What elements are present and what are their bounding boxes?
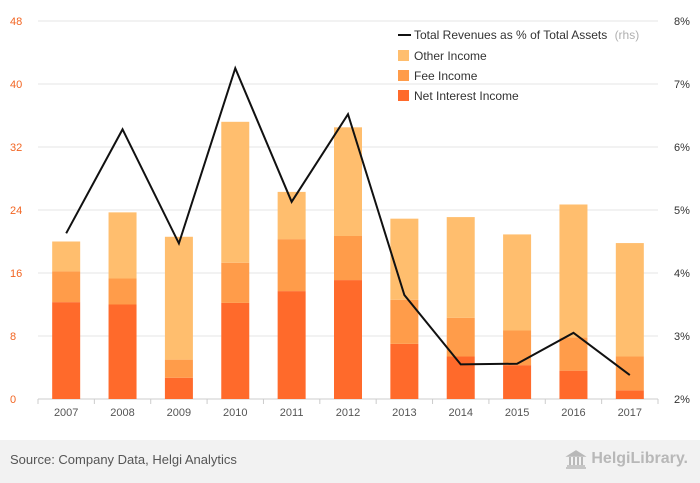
bar-net-interest-income [503,365,532,399]
bar-net-interest-income [164,377,193,399]
right-axis-tick-label: 8% [674,16,690,28]
bar-other-income [390,218,419,300]
bar-fee-income [446,317,475,357]
right-axis-tick-label: 3% [674,331,690,343]
left-axis: 0 8 16 24 32 40 48 [10,16,22,406]
footer: Source: Company Data, Helgi Analytics He… [0,440,700,483]
left-axis-tick-label: 16 [10,268,22,280]
bar-net-interest-income [390,343,419,399]
right-axis-tick-label: 5% [674,205,690,217]
x-axis-tick-label: 2012 [336,407,360,419]
x-axis-tick-label: 2015 [505,407,529,419]
bar-other-income [221,121,250,263]
bars [52,121,644,399]
bar-net-interest-income [559,370,588,399]
x-axis-tick-label: 2013 [392,407,416,419]
bar-net-interest-income [52,302,81,399]
left-axis-tick-label: 32 [10,142,22,154]
left-axis-tick-label: 8 [10,331,16,343]
right-axis-tick-label: 4% [674,268,690,280]
x-axis-tick-label: 2014 [448,407,472,419]
legend-swatch-net-interest-income [398,90,409,101]
x-axis-tick-label: 2011 [280,407,304,419]
legend-label-other-income: Other Income [414,49,487,63]
legend-line-label: Total Revenues as % of Total Assets (rhs… [414,28,639,42]
bar-fee-income [221,262,250,303]
x-axis-tick-label: 2009 [167,407,191,419]
bar-fee-income [334,235,362,281]
bar-other-income [52,241,81,272]
revenue-line [65,65,631,376]
left-axis-tick-label: 48 [10,16,22,28]
bar-net-interest-income [108,304,137,399]
bar-other-income [277,191,306,240]
legend-label-fee-income: Fee Income [414,69,478,83]
library-building-icon [565,450,587,469]
left-axis-tick-label: 24 [10,205,22,217]
bar-fee-income [164,359,193,378]
right-axis-tick-label: 7% [674,79,690,91]
bar-fee-income [277,239,306,292]
bar-net-interest-income [615,390,644,399]
bar-other-income [559,204,588,338]
legend: Total Revenues as % of Total Assets (rhs… [398,28,639,103]
x-axis-tick-label: 2017 [618,407,642,419]
x-axis: 2007 2008 2009 2010 2011 2012 2013 2014 2015 2016… [37,399,659,419]
bar-other-income [164,236,193,360]
bar-net-interest-income [277,291,306,399]
legend-swatch-other-income [398,50,409,61]
helgi-library-logo: HelgiLibrary. [565,449,688,469]
bar-other-income [108,212,137,279]
right-axis: 2% 3% 4% 5% 6% 7% 8% [674,16,690,406]
source-text: Source: Company Data, Helgi Analytics [10,452,237,467]
bar-fee-income [559,337,588,371]
bar-other-income [503,234,532,331]
x-axis-tick-label: 2016 [561,407,585,419]
bar-net-interest-income [221,302,250,399]
x-axis-tick-label: 2010 [223,407,247,419]
revenue-line-layer [65,65,631,376]
left-axis-tick-label: 40 [10,79,22,91]
bar-net-interest-income [334,280,362,399]
legend-swatch-fee-income [398,70,409,81]
right-axis-tick-label: 2% [674,394,690,406]
right-axis-tick-label: 6% [674,142,690,154]
bar-fee-income [108,278,137,305]
x-axis-tick-label: 2007 [54,407,78,419]
revenue-chart: 0 8 16 24 32 40 48 2% 3% 4% 5% 6% 7% 8% 2007 2008 2009… [10,16,690,419]
logo-text: HelgiLibrary. [591,450,688,467]
bar-other-income [446,217,475,318]
bar-fee-income [52,271,81,303]
left-axis-tick-label: 0 [10,394,16,406]
x-axis-tick-label: 2008 [110,407,134,419]
legend-label-net-interest-income: Net Interest Income [414,89,519,103]
bar-fee-income [503,330,532,366]
bar-other-income [615,243,644,357]
bar-fee-income [615,356,644,391]
